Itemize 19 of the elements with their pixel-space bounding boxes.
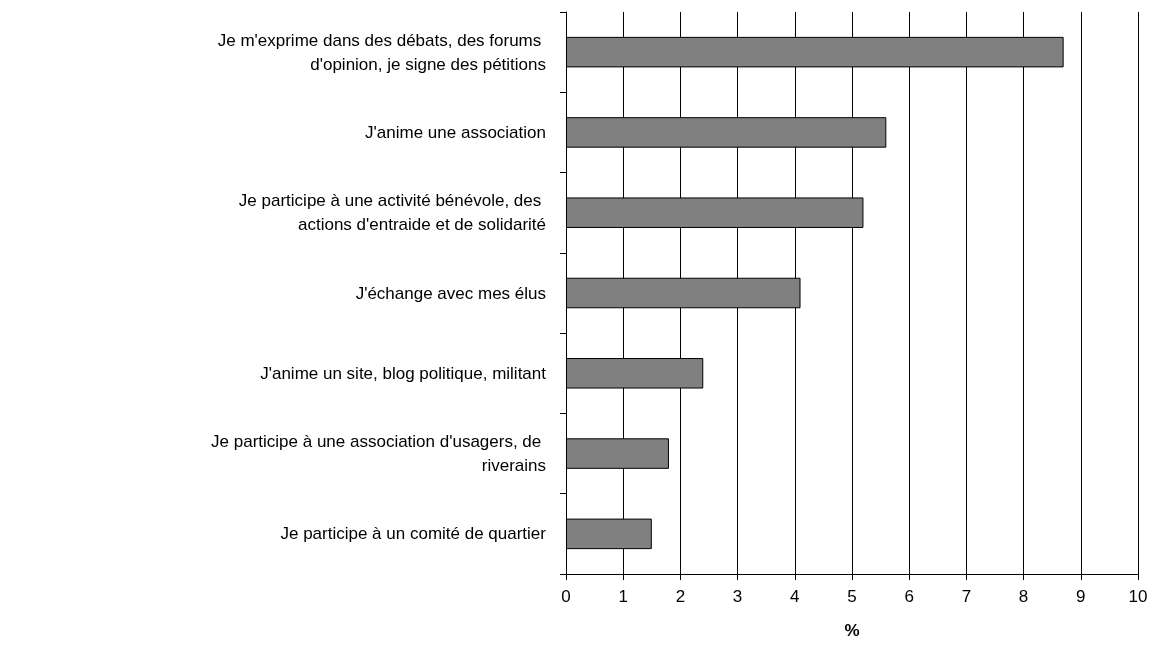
x-axis-title: % <box>844 621 860 640</box>
x-tick-label: 10 <box>1128 587 1148 606</box>
y-tick-label: Je m'exprime dans des débats, des forums d'opinion, je signe des pétitions <box>217 30 546 74</box>
x-tick-label: 1 <box>618 587 628 606</box>
y-tick-label: J'échange avec mes élus <box>355 283 546 303</box>
x-tick-label: 5 <box>847 587 857 606</box>
y-tick-label: Je participe à un comité de quartier <box>280 524 547 544</box>
x-tick-label: 4 <box>790 587 800 606</box>
x-tick-label: 7 <box>961 587 972 606</box>
y-tick-label: J'anime un site, blog politique, militant <box>260 363 547 383</box>
x-tick-label: 3 <box>732 587 743 606</box>
x-tick-label: 2 <box>675 587 686 606</box>
y-tick-label: J'anime une association <box>365 122 546 142</box>
x-tick-label: 6 <box>904 587 914 606</box>
x-tick-label: 8 <box>1018 587 1029 606</box>
x-tick-label: 9 <box>1076 587 1086 606</box>
y-tick-label: Je participe à une activité bénévole, des actions d'entraide et de solidarité <box>238 191 546 235</box>
x-tick-label: 0 <box>561 587 571 606</box>
y-tick-label: Je participe à une association d'usagers, de riverains <box>211 432 546 476</box>
